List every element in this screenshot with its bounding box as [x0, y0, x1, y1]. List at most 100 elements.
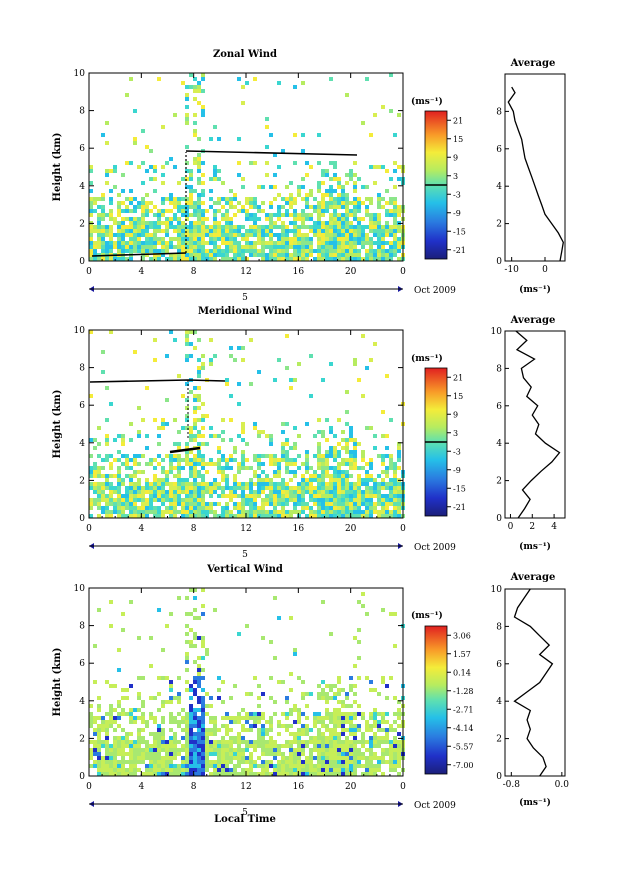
heatmap-cell: [337, 736, 341, 740]
heatmap-cell: [105, 768, 109, 772]
heatmap-cell: [209, 732, 213, 736]
heatmap-cell: [341, 229, 345, 233]
heatmap-cell: [305, 486, 309, 490]
heatmap-cell: [213, 249, 217, 253]
heatmap-cell: [89, 201, 93, 205]
heatmap-cell: [369, 249, 373, 253]
heatmap-cell: [221, 181, 225, 185]
heatmap-cell: [337, 478, 341, 482]
heatmap-cell: [369, 478, 373, 482]
heatmap-cell: [397, 748, 401, 752]
heatmap-cell: [153, 772, 157, 776]
heatmap-cell: [281, 229, 285, 233]
heatmap-cell: [253, 514, 257, 518]
heatmap-cell: [193, 680, 197, 684]
heatmap-cell: [313, 744, 317, 748]
heatmap-cell: [289, 462, 293, 466]
heatmap-cell: [325, 490, 329, 494]
heatmap-cell: [353, 438, 357, 442]
heatmap-cell: [353, 189, 357, 193]
heatmap-cell: [109, 330, 113, 334]
heatmap-cell: [177, 462, 181, 466]
heatmap-cell: [197, 237, 201, 241]
heatmap-cell: [125, 197, 129, 201]
heatmap-cell: [285, 185, 289, 189]
heatmap-cell: [321, 502, 325, 506]
heatmap-cell: [321, 510, 325, 514]
y-tick-label: 6: [79, 401, 85, 411]
heatmap-cell: [173, 490, 177, 494]
heatmap-cell: [241, 430, 245, 434]
heatmap-cell: [281, 221, 285, 225]
heatmap-cell: [345, 720, 349, 724]
heatmap-cell: [385, 225, 389, 229]
heatmap-cell: [273, 764, 277, 768]
heatmap-cell: [113, 502, 117, 506]
heatmap-cell: [301, 237, 305, 241]
heatmap-cell: [217, 197, 221, 201]
heatmap-cell: [241, 510, 245, 514]
heatmap-cell: [265, 772, 269, 776]
heatmap-cell: [321, 716, 325, 720]
heatmap-cell: [181, 744, 185, 748]
heatmap-cell: [145, 169, 149, 173]
heatmap-cell: [365, 676, 369, 680]
heatmap-cell: [129, 478, 133, 482]
heatmap-cell: [281, 502, 285, 506]
heatmap-cell: [109, 454, 113, 458]
heatmap-cell: [325, 486, 329, 490]
heatmap-cell: [381, 506, 385, 510]
heatmap-cell: [221, 752, 225, 756]
heatmap-cell: [373, 494, 377, 498]
heatmap-cell: [193, 720, 197, 724]
heatmap-cell: [229, 498, 233, 502]
heatmap-cell: [141, 205, 145, 209]
heatmap-cell: [241, 438, 245, 442]
heatmap-cell: [133, 141, 137, 145]
heatmap-cell: [177, 478, 181, 482]
heatmap-cell: [393, 205, 397, 209]
heatmap-cell: [241, 506, 245, 510]
heatmap-cell: [157, 454, 161, 458]
heatmap-cell: [201, 712, 205, 716]
heatmap-cell: [369, 680, 373, 684]
heatmap-cell: [361, 592, 365, 596]
heatmap-cell: [353, 764, 357, 768]
y-tick-label: 4: [79, 182, 85, 192]
heatmap-cell: [117, 213, 121, 217]
heatmap-cell: [337, 193, 341, 197]
heatmap-cell: [189, 201, 193, 205]
heatmap-cell: [101, 225, 105, 229]
heatmap-cell: [177, 696, 181, 700]
heatmap-cell: [193, 386, 197, 390]
heatmap-cell: [153, 249, 157, 253]
heatmap-cell: [301, 712, 305, 716]
heatmap-cell: [245, 197, 249, 201]
heatmap-cell: [273, 173, 277, 177]
heatmap-cell: [93, 498, 97, 502]
heatmap-cell: [393, 161, 397, 165]
heatmap-cell: [345, 197, 349, 201]
heatmap-cell: [141, 418, 145, 422]
heatmap-cell: [161, 229, 165, 233]
heatmap-cells: [89, 330, 405, 518]
x-tick-label: 0: [400, 782, 406, 792]
heatmap-cell: [109, 514, 113, 518]
heatmap-cell: [297, 748, 301, 752]
heatmap-cell: [353, 728, 357, 732]
heatmap-cell: [381, 680, 385, 684]
heatmap-cell: [269, 510, 273, 514]
heatmap-cell: [237, 502, 241, 506]
heatmap-cell: [185, 105, 189, 109]
heatmap-cell: [273, 245, 277, 249]
heatmap-cell: [361, 482, 365, 486]
heatmap-cell: [249, 490, 253, 494]
heatmap-cell: [369, 426, 373, 430]
heatmap-cell: [317, 692, 321, 696]
heatmap-cell: [221, 458, 225, 462]
heatmap-cell: [377, 474, 381, 478]
heatmap-cell: [345, 201, 349, 205]
heatmap-cell: [233, 768, 237, 772]
heatmap-cell: [97, 245, 101, 249]
heatmap-cell: [265, 474, 269, 478]
